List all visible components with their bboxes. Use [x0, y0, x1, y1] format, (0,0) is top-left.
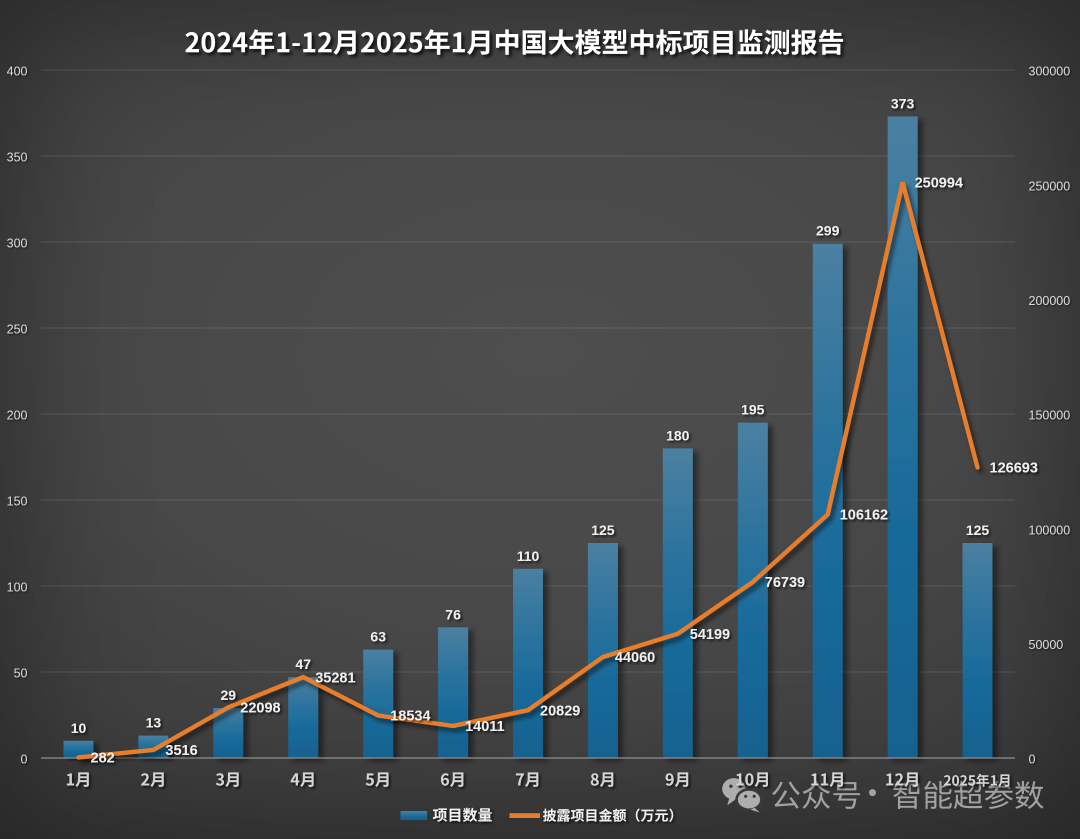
svg-text:126693: 126693 [990, 461, 1038, 477]
svg-text:110: 110 [517, 548, 540, 564]
svg-text:13: 13 [146, 715, 162, 731]
svg-text:299: 299 [816, 223, 840, 239]
svg-text:282: 282 [91, 751, 115, 767]
svg-text:250: 250 [7, 323, 28, 337]
svg-text:76: 76 [445, 606, 461, 622]
svg-text:125: 125 [591, 522, 615, 538]
svg-text:250994: 250994 [915, 176, 963, 192]
svg-text:76739: 76739 [765, 575, 805, 591]
svg-text:47: 47 [295, 656, 311, 672]
svg-text:106162: 106162 [840, 508, 888, 524]
svg-text:400: 400 [7, 65, 28, 79]
svg-text:10: 10 [71, 720, 87, 736]
svg-text:125: 125 [966, 522, 990, 538]
svg-text:150000: 150000 [1029, 409, 1071, 423]
svg-text:0: 0 [1029, 753, 1036, 767]
svg-text:180: 180 [666, 427, 690, 443]
svg-text:44060: 44060 [615, 650, 655, 666]
svg-text:54199: 54199 [690, 627, 730, 643]
svg-text:50: 50 [14, 667, 28, 681]
svg-text:200000: 200000 [1029, 294, 1071, 308]
svg-text:35281: 35281 [315, 670, 355, 686]
svg-text:300000: 300000 [1029, 65, 1071, 79]
svg-text:14011: 14011 [465, 719, 505, 735]
svg-text:63: 63 [370, 629, 386, 645]
svg-text:29: 29 [221, 687, 237, 703]
svg-text:18534: 18534 [390, 709, 430, 725]
svg-text:350: 350 [7, 151, 28, 165]
svg-text:50000: 50000 [1029, 638, 1064, 652]
svg-text:100: 100 [7, 581, 28, 595]
svg-text:20829: 20829 [540, 703, 580, 719]
svg-text:100000: 100000 [1029, 523, 1071, 537]
svg-text:195: 195 [741, 402, 765, 418]
svg-text:373: 373 [891, 95, 915, 111]
svg-text:0: 0 [21, 753, 28, 767]
svg-text:150: 150 [7, 495, 28, 509]
svg-text:300: 300 [7, 237, 28, 251]
svg-text:3516: 3516 [165, 743, 197, 759]
svg-text:200: 200 [7, 409, 28, 423]
svg-text:250000: 250000 [1029, 179, 1071, 193]
svg-text:22098: 22098 [240, 701, 280, 717]
